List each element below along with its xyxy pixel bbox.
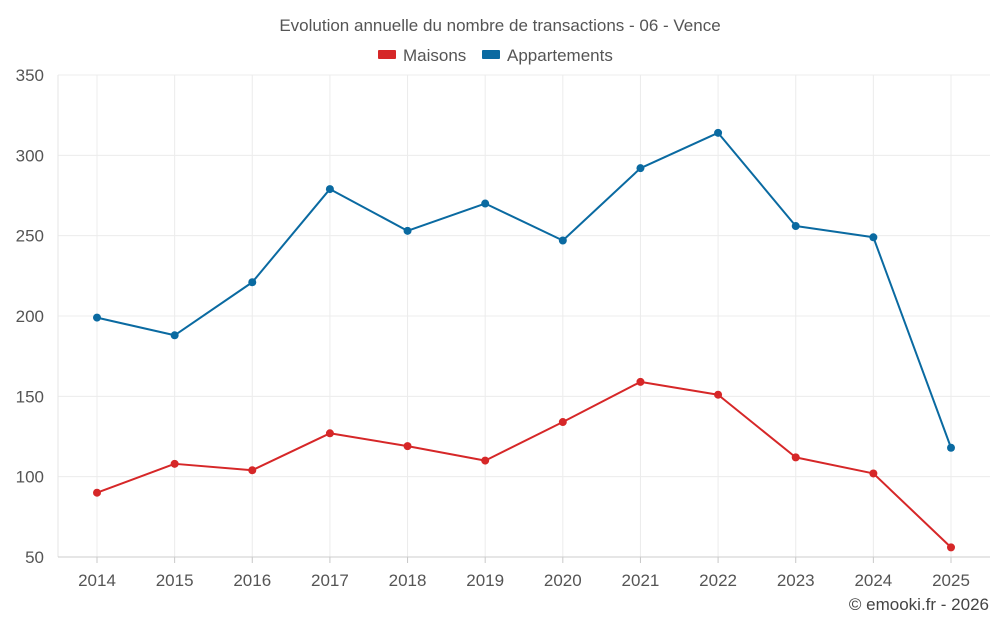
legend-swatch-maisons: [378, 50, 396, 59]
x-tick-label-2021: 2021: [622, 571, 660, 590]
data-point-maisons-2021[interactable]: [636, 377, 645, 386]
data-point-appartements-2014[interactable]: [93, 313, 101, 322]
legend-label-maisons: Maisons: [403, 46, 466, 65]
x-tick-label-2024: 2024: [854, 571, 892, 590]
data-point-maisons-2020[interactable]: [558, 418, 567, 427]
data-point-maisons-2014[interactable]: [93, 488, 101, 497]
legend: Maisons Appartements: [378, 46, 613, 65]
y-tick-label-300: 300: [16, 146, 44, 165]
data-point-maisons-2025[interactable]: [947, 543, 955, 552]
data-point-maisons-2016[interactable]: [248, 466, 257, 475]
y-tick-label-100: 100: [16, 468, 44, 487]
x-tick-label-2016: 2016: [233, 571, 271, 590]
data-point-maisons-2022[interactable]: [714, 390, 723, 399]
data-point-appartements-2025[interactable]: [947, 443, 955, 452]
data-point-appartements-2023[interactable]: [791, 222, 800, 231]
chart-title: Evolution annuelle du nombre de transact…: [279, 16, 720, 35]
series-line-maisons: [96, 380, 952, 549]
legend-item-maisons[interactable]: Maisons: [378, 46, 466, 65]
x-tick-label-2025: 2025: [932, 571, 970, 590]
axes: 50 100 150 200 250 300 350 2014 2015 2016 2017 2018…: [16, 66, 990, 590]
x-tick-label-2019: 2019: [466, 571, 504, 590]
y-tick-label-150: 150: [16, 387, 44, 406]
data-point-appartements-2022[interactable]: [714, 128, 723, 137]
legend-item-appartements[interactable]: Appartements: [482, 46, 613, 65]
y-tick-label-250: 250: [16, 227, 44, 246]
data-point-maisons-2024[interactable]: [869, 469, 878, 478]
x-tick-label-2020: 2020: [544, 571, 582, 590]
x-tick-label-2014: 2014: [78, 571, 116, 590]
data-point-appartements-2015[interactable]: [170, 331, 179, 340]
legend-swatch-appartements: [482, 50, 500, 59]
series-appartements: [93, 128, 955, 452]
y-tick-label-200: 200: [16, 307, 44, 326]
x-tick-label-2017: 2017: [311, 571, 349, 590]
y-tick-label-350: 350: [16, 66, 44, 85]
data-point-appartements-2021[interactable]: [636, 164, 645, 173]
x-tick-label-2015: 2015: [156, 571, 194, 590]
y-tick-label-50: 50: [25, 548, 44, 567]
data-point-maisons-2018[interactable]: [403, 442, 412, 451]
series-maisons: [93, 377, 955, 552]
data-point-appartements-2018[interactable]: [403, 226, 412, 235]
data-point-appartements-2017[interactable]: [325, 185, 334, 194]
data-point-maisons-2023[interactable]: [791, 453, 800, 462]
data-point-appartements-2019[interactable]: [481, 199, 490, 208]
data-point-appartements-2024[interactable]: [869, 233, 878, 242]
data-point-maisons-2015[interactable]: [170, 459, 179, 468]
data-point-maisons-2017[interactable]: [325, 429, 334, 438]
x-tick-label-2022: 2022: [699, 571, 737, 590]
series-line-appartements: [96, 131, 952, 449]
series-layer: [93, 128, 955, 552]
data-point-appartements-2016[interactable]: [248, 278, 257, 287]
data-point-appartements-2020[interactable]: [558, 236, 567, 245]
legend-label-appartements: Appartements: [507, 46, 613, 65]
data-point-maisons-2019[interactable]: [481, 456, 490, 465]
x-tick-label-2018: 2018: [389, 571, 427, 590]
footer-credit: © emooki.fr - 2026: [849, 595, 989, 614]
x-tick-label-2023: 2023: [777, 571, 815, 590]
